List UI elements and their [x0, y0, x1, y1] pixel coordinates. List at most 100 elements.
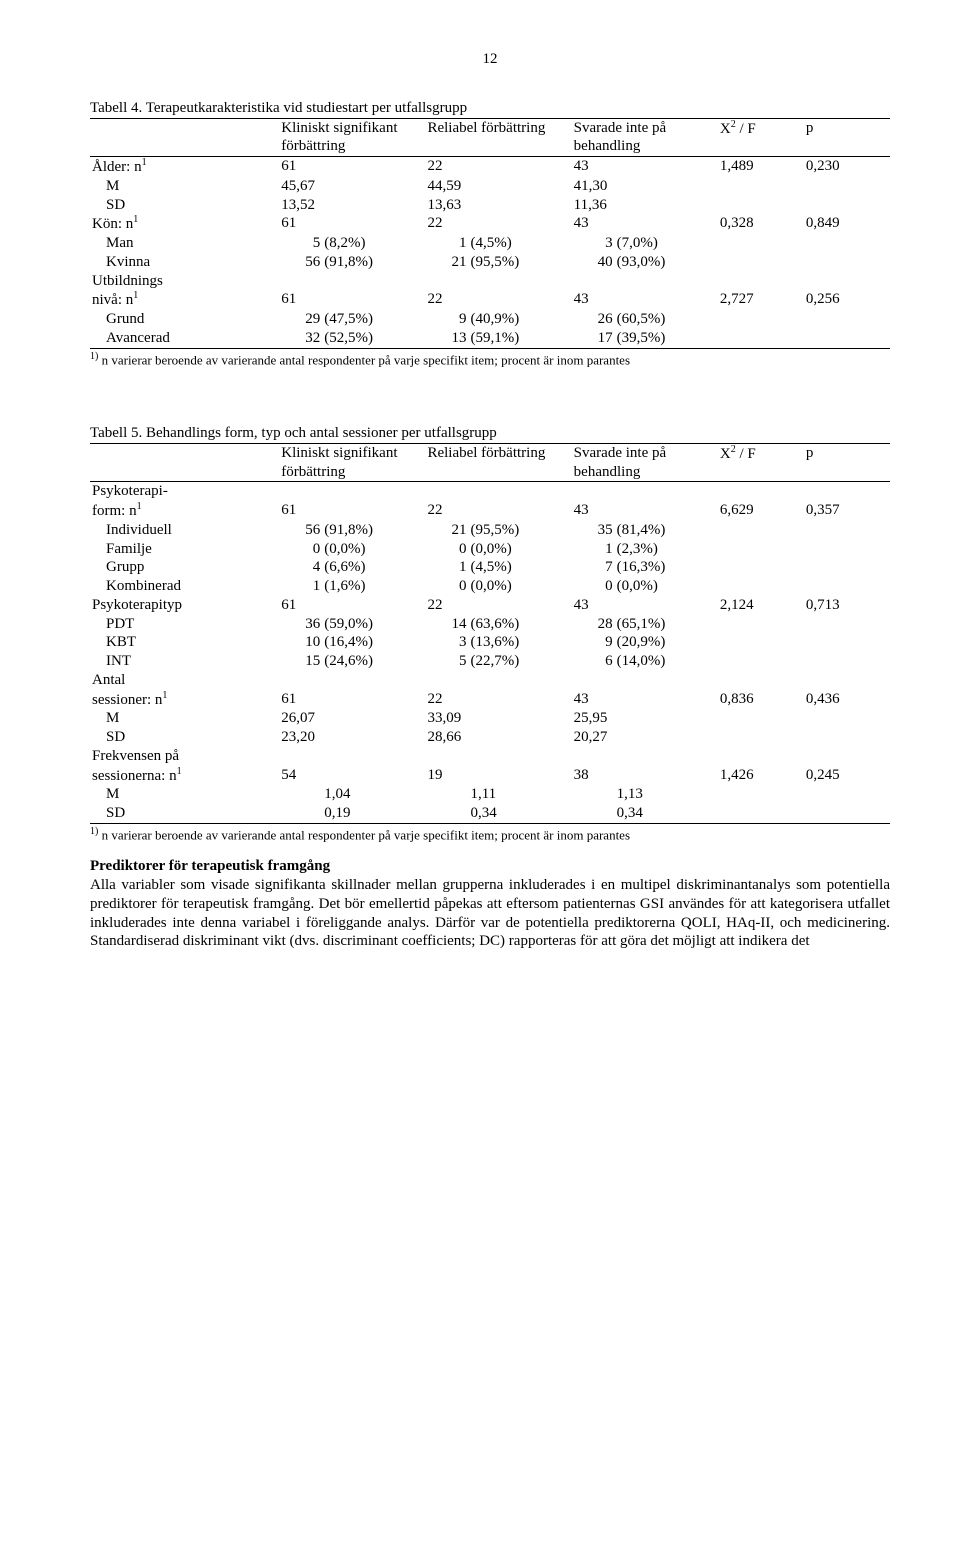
cell-pct: (22,7%): [468, 652, 571, 671]
cell-p: [804, 728, 890, 747]
cell-n: 61: [279, 501, 425, 521]
cell-pct: 1,13: [615, 785, 718, 804]
table-row: Psykoterapi-: [90, 482, 890, 501]
table-row: INT15(24,6%)5(22,7%)6(14,0%): [90, 652, 890, 671]
table4: Kliniskt signifikant förbättring Reliabe…: [90, 118, 890, 349]
cell-pct: (14,0%): [615, 652, 718, 671]
table-row: Psykoterapityp6122432,1240,713: [90, 596, 890, 615]
cell-stat: [718, 253, 804, 272]
cell-pct: (1,6%): [322, 577, 425, 596]
table-row: M1,041,111,13: [90, 785, 890, 804]
section-paragraph: Alla variabler som visade signifikanta s…: [90, 876, 890, 951]
row-label: Antal: [90, 671, 279, 690]
cell-stat: [718, 521, 804, 540]
cell-p: 0,713: [804, 596, 890, 615]
table-row: SD23,2028,6620,27: [90, 728, 890, 747]
cell-stat: [718, 804, 804, 823]
cell-p: [804, 558, 890, 577]
cell-stat: [718, 615, 804, 634]
cell-n: 36: [279, 615, 322, 634]
cell-stat: [718, 577, 804, 596]
row-label: Psykoterapi-: [90, 482, 279, 501]
cell-pct: (59,1%): [468, 329, 571, 348]
row-label: Kvinna: [90, 253, 279, 272]
cell-n: [279, 272, 322, 291]
t4-h5: p: [804, 118, 890, 157]
cell-n: 26,07: [279, 709, 425, 728]
table-row: sessionerna: n15419381,4260,245: [90, 766, 890, 786]
cell-n: 6: [572, 652, 615, 671]
cell-pct: (95,5%): [468, 253, 571, 272]
cell-n: 22: [425, 501, 571, 521]
cell-p: [804, 785, 890, 804]
cell-n: [425, 671, 468, 690]
cell-p: [804, 234, 890, 253]
row-label: M: [90, 709, 279, 728]
cell-pct: (47,5%): [322, 310, 425, 329]
cell-n: [572, 785, 615, 804]
cell-n: 14: [425, 615, 468, 634]
cell-pct: (91,8%): [322, 253, 425, 272]
cell-n: 56: [279, 521, 322, 540]
cell-stat: 2,727: [718, 290, 804, 310]
cell-n: 23,20: [279, 728, 425, 747]
cell-pct: [322, 747, 425, 766]
table-row: SD0,190,340,34: [90, 804, 890, 823]
cell-pct: (13,6%): [468, 633, 571, 652]
cell-stat: [718, 310, 804, 329]
cell-pct: (0,0%): [322, 540, 425, 559]
cell-n: 1: [279, 577, 322, 596]
table-row: Grupp4(6,6%)1(4,5%)7(16,3%): [90, 558, 890, 577]
cell-n: 1: [572, 540, 615, 559]
cell-p: [804, 633, 890, 652]
row-label: Familje: [90, 540, 279, 559]
cell-pct: [468, 272, 571, 291]
row-label: nivå: n1: [90, 290, 279, 310]
cell-pct: (95,5%): [468, 521, 571, 540]
t4-h4: X2 / F: [718, 118, 804, 157]
cell-stat: [718, 482, 804, 501]
cell-pct: (24,6%): [322, 652, 425, 671]
table-row: PDT36(59,0%)14(63,6%)28(65,1%): [90, 615, 890, 634]
table-row: Ålder: n16122431,4890,230: [90, 157, 890, 177]
cell-pct: (7,0%): [615, 234, 718, 253]
cell-pct: [468, 482, 571, 501]
cell-n: 20,27: [572, 728, 718, 747]
t5-h5: p: [804, 443, 890, 482]
cell-n: 7: [572, 558, 615, 577]
cell-n: 17: [572, 329, 615, 348]
cell-n: 11,36: [572, 196, 718, 215]
cell-n: [425, 747, 468, 766]
t4-h3: Svarade inte på behandling: [572, 118, 718, 157]
cell-pct: (2,3%): [615, 540, 718, 559]
cell-p: [804, 652, 890, 671]
cell-n: 22: [425, 157, 571, 177]
cell-n: 22: [425, 596, 571, 615]
table-row: sessioner: n16122430,8360,436: [90, 690, 890, 710]
cell-pct: [615, 272, 718, 291]
cell-stat: [718, 196, 804, 215]
row-label: Kön: n1: [90, 214, 279, 234]
page-number: 12: [90, 50, 890, 69]
cell-n: 43: [572, 596, 718, 615]
cell-p: 0,436: [804, 690, 890, 710]
cell-p: [804, 482, 890, 501]
cell-n: [425, 785, 468, 804]
cell-p: [804, 329, 890, 348]
cell-pct: (4,5%): [468, 558, 571, 577]
cell-p: [804, 577, 890, 596]
table5: Kliniskt signifikant förbättring Reliabe…: [90, 443, 890, 824]
row-label: Kombinerad: [90, 577, 279, 596]
cell-pct: (39,5%): [615, 329, 718, 348]
cell-pct: [615, 747, 718, 766]
cell-p: [804, 540, 890, 559]
cell-p: 0,230: [804, 157, 890, 177]
cell-p: 0,256: [804, 290, 890, 310]
cell-stat: [718, 785, 804, 804]
cell-pct: (20,9%): [615, 633, 718, 652]
cell-n: [279, 482, 322, 501]
cell-stat: [718, 728, 804, 747]
cell-stat: 1,426: [718, 766, 804, 786]
cell-n: 61: [279, 596, 425, 615]
cell-n: 1: [425, 234, 468, 253]
